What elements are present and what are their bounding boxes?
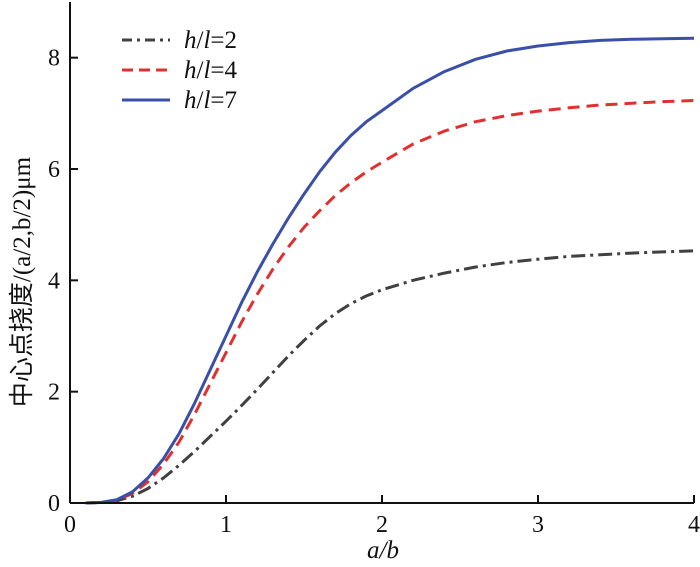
y-tick-label: 2	[48, 380, 60, 406]
legend-label-2: h/l=4	[184, 57, 238, 84]
legend-label-1: h/l=2	[184, 27, 237, 54]
x-axis-label: a/b	[367, 537, 399, 564]
series-line-3	[85, 36, 695, 505]
plot-lines	[85, 36, 695, 505]
x-tick-label: 2	[376, 512, 388, 538]
x-tick-label: 0	[64, 512, 76, 538]
x-tick-label: 4	[688, 512, 700, 538]
legend-label-3: h/l=7	[184, 87, 237, 114]
y-tick-label: 6	[48, 157, 60, 183]
series-line-2	[85, 99, 695, 505]
y-axis-label: 中心点挠度/(a/2,b/2)μm	[8, 156, 36, 407]
y-tick-label: 0	[48, 491, 60, 517]
ticks: 0 1 2 3 4 0 2 4 6 8	[48, 46, 700, 538]
y-tick-label: 8	[48, 46, 60, 72]
x-tick-label: 1	[220, 512, 232, 538]
y-tick-label: 4	[48, 268, 60, 294]
legend: h/l=2 h/l=4 h/l=7	[122, 27, 238, 114]
series-line-1	[85, 249, 695, 505]
axes	[69, 2, 694, 504]
x-tick-label: 3	[532, 512, 544, 538]
